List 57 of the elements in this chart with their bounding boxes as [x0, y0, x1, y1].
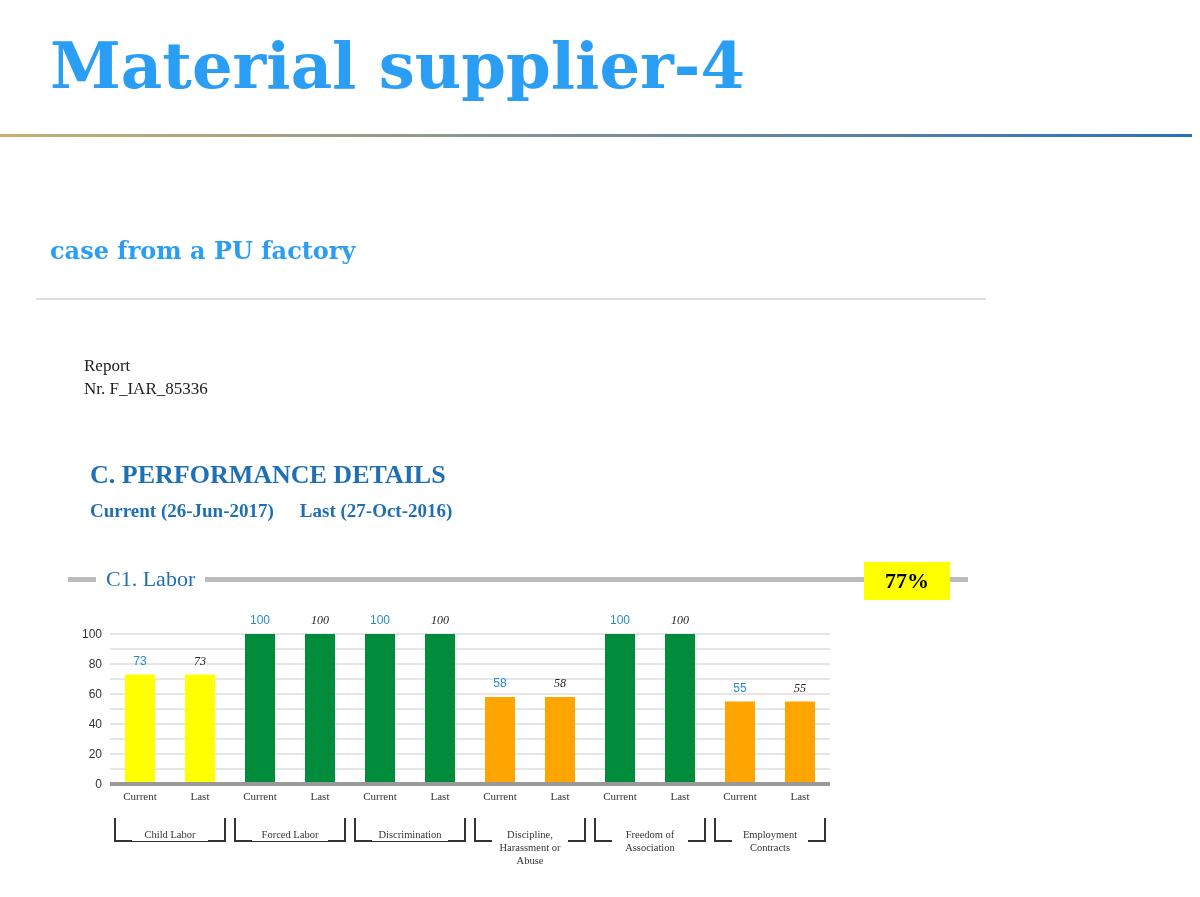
- x-tick-label: Last: [790, 789, 810, 802]
- bar: [725, 701, 755, 784]
- bar: [665, 634, 695, 784]
- text: C1. Labor: [96, 566, 206, 592]
- bar: [785, 701, 815, 784]
- data-label: 100: [431, 613, 449, 627]
- data-label: 58: [493, 676, 507, 690]
- y-tick-label: 20: [88, 747, 103, 762]
- y-tick-label: 0: [95, 777, 103, 792]
- data-label: 73: [133, 653, 147, 668]
- data-label: 73: [194, 653, 206, 668]
- text: Nr. F_IAR_85336: [84, 378, 208, 400]
- chart-subtitle: case from a PU factory: [50, 236, 356, 265]
- y-tick-label: 100: [81, 627, 103, 642]
- text: Discrimination: [372, 828, 448, 841]
- data-label: 100: [671, 613, 689, 627]
- text: Current (26-Jun-2017): [90, 500, 274, 521]
- bar: [365, 634, 395, 784]
- x-tick-label: Current: [483, 789, 517, 802]
- x-tick-label: Last: [670, 789, 690, 802]
- chart-title: Material supplier-4: [50, 28, 745, 103]
- x-tick-label: Current: [243, 789, 277, 802]
- data-label: 100: [369, 613, 391, 627]
- x-tick-label: Last: [430, 789, 450, 802]
- data-label: 58: [554, 676, 566, 690]
- bar: [185, 674, 215, 784]
- x-tick-label: Current: [723, 789, 757, 802]
- text: Discipline, Harassment or Abuse: [492, 828, 568, 867]
- text: Forced Labor: [252, 828, 328, 841]
- bar: [605, 634, 635, 784]
- y-tick-label: 60: [88, 687, 103, 702]
- x-tick-label: Current: [603, 789, 637, 802]
- bar: [485, 697, 515, 784]
- bar: [245, 634, 275, 784]
- text: C. PERFORMANCE DETAILS: [90, 460, 446, 490]
- bar: [425, 634, 455, 784]
- x-tick-label: Last: [550, 789, 570, 802]
- data-label: 55: [794, 680, 806, 695]
- data-label: 100: [311, 613, 329, 627]
- text: Last (27-Oct-2016): [299, 500, 453, 521]
- text: Report: [84, 355, 132, 377]
- data-label: 100: [609, 613, 631, 627]
- y-tick-label: 40: [88, 717, 103, 732]
- bar: [125, 674, 155, 784]
- y-tick-label: 80: [88, 657, 103, 672]
- data-label: 55: [733, 680, 747, 695]
- text: Freedom of Association: [612, 828, 688, 854]
- text: Child Labor: [132, 828, 208, 841]
- text: 77%: [864, 562, 950, 600]
- x-tick-label: Current: [123, 789, 157, 802]
- data-label: 100: [249, 613, 271, 627]
- x-tick-label: Last: [310, 789, 330, 802]
- text: Employment Contracts: [732, 828, 808, 854]
- bar: [545, 697, 575, 784]
- x-tick-label: Last: [190, 789, 210, 802]
- bar: [305, 634, 335, 784]
- x-tick-label: Current: [363, 789, 397, 802]
